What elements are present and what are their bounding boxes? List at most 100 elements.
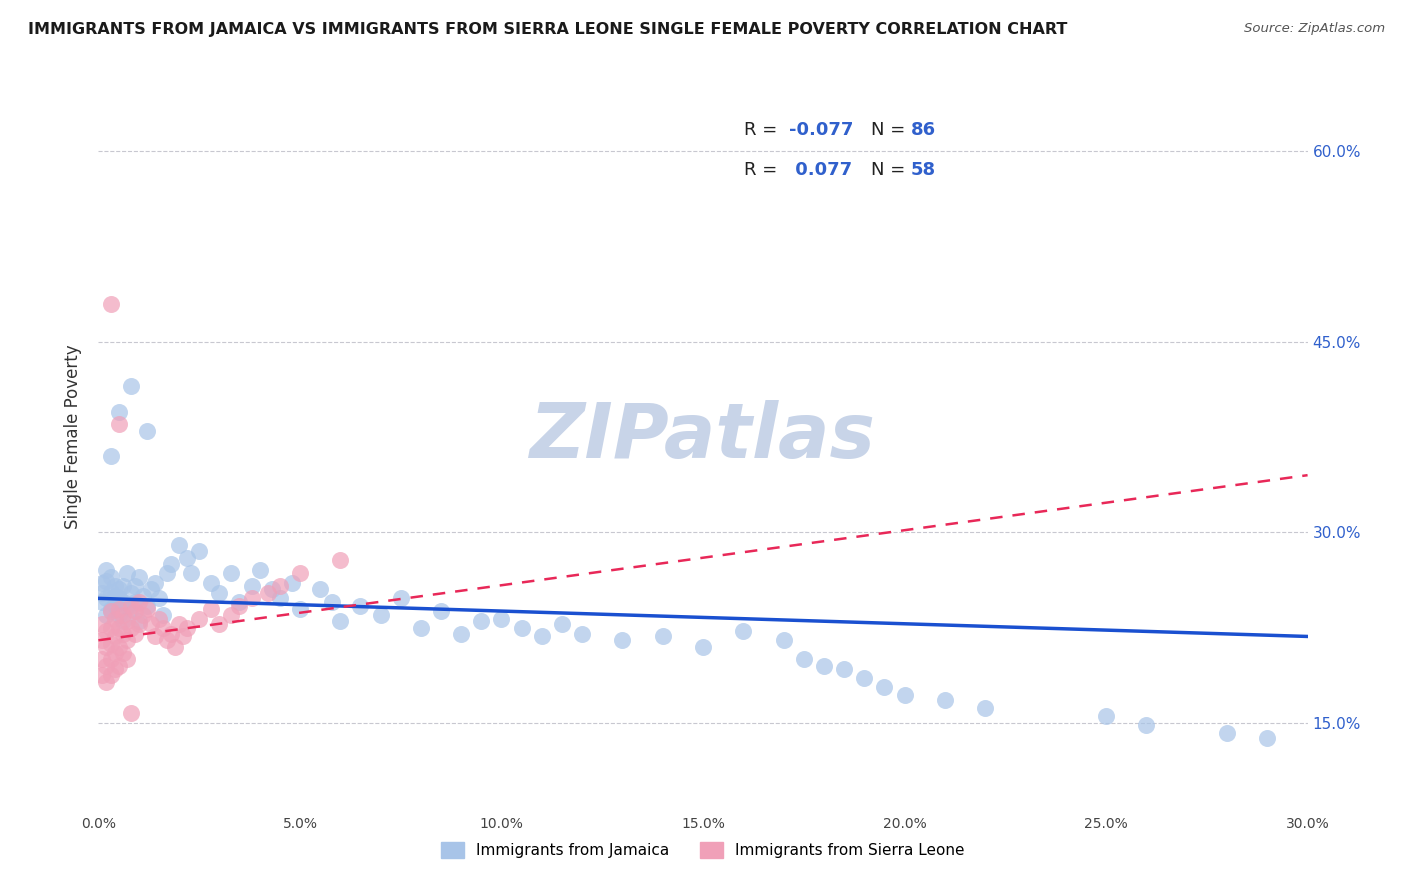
- Point: [135, 601, 157, 615]
- Point: [100, 601, 122, 615]
- Point: [107, 417, 129, 432]
- Point: [934, 693, 956, 707]
- Point: [100, 637, 122, 651]
- Point: [128, 616, 150, 631]
- Point: [551, 616, 574, 631]
- Point: [167, 538, 190, 552]
- Point: [172, 630, 194, 644]
- Point: [96, 675, 118, 690]
- Point: [832, 663, 855, 677]
- Point: [103, 612, 125, 626]
- Point: [240, 591, 263, 606]
- Legend: Immigrants from Jamaica, Immigrants from Sierra Leone: Immigrants from Jamaica, Immigrants from…: [434, 836, 972, 864]
- Point: [115, 652, 138, 666]
- Point: [132, 589, 155, 603]
- Point: [115, 566, 138, 580]
- Point: [156, 633, 179, 648]
- Point: [91, 652, 114, 666]
- Point: [160, 627, 183, 641]
- Text: N =: N =: [872, 161, 911, 178]
- Point: [100, 652, 122, 666]
- Point: [167, 616, 190, 631]
- Point: [100, 667, 122, 681]
- Point: [228, 595, 250, 609]
- Point: [281, 576, 304, 591]
- Point: [107, 621, 129, 635]
- Point: [100, 604, 122, 618]
- Point: [103, 646, 125, 660]
- Point: [370, 607, 392, 622]
- Point: [321, 595, 343, 609]
- Point: [128, 570, 150, 584]
- Point: [139, 582, 162, 597]
- Point: [96, 563, 118, 577]
- Point: [111, 579, 134, 593]
- Point: [148, 612, 170, 626]
- Point: [143, 630, 166, 644]
- Point: [96, 658, 118, 673]
- Point: [148, 591, 170, 606]
- Point: [96, 574, 118, 588]
- Point: [692, 640, 714, 654]
- Point: [349, 599, 371, 613]
- Point: [176, 550, 198, 565]
- Text: 86: 86: [911, 120, 935, 138]
- Point: [156, 566, 179, 580]
- Point: [120, 601, 142, 615]
- Point: [1095, 709, 1118, 723]
- Point: [200, 601, 222, 615]
- Point: [103, 579, 125, 593]
- Point: [733, 624, 755, 639]
- Point: [103, 589, 125, 603]
- Text: 58: 58: [911, 161, 935, 178]
- Point: [893, 688, 915, 702]
- Point: [120, 706, 142, 720]
- Point: [208, 616, 231, 631]
- Point: [124, 595, 146, 609]
- Point: [269, 591, 291, 606]
- Point: [100, 585, 122, 599]
- Point: [309, 582, 332, 597]
- Point: [103, 663, 125, 677]
- Point: [107, 601, 129, 615]
- Point: [107, 405, 129, 419]
- Point: [91, 595, 114, 609]
- Point: [651, 630, 673, 644]
- Point: [139, 616, 162, 631]
- Point: [409, 621, 432, 635]
- Point: [853, 672, 876, 686]
- Point: [100, 621, 122, 635]
- Point: [208, 586, 231, 600]
- Point: [491, 612, 513, 626]
- Text: R =: R =: [745, 120, 783, 138]
- Point: [180, 566, 202, 580]
- Point: [430, 604, 453, 618]
- Point: [91, 633, 114, 648]
- Point: [1256, 731, 1278, 745]
- Point: [152, 607, 174, 622]
- Point: [389, 591, 412, 606]
- Point: [96, 591, 118, 606]
- Point: [288, 566, 311, 580]
- Point: [111, 614, 134, 628]
- Text: 0.077: 0.077: [790, 161, 852, 178]
- Point: [103, 630, 125, 644]
- Point: [96, 640, 118, 654]
- Point: [115, 614, 138, 628]
- Point: [530, 630, 553, 644]
- Point: [103, 598, 125, 612]
- Point: [120, 379, 142, 393]
- Point: [107, 591, 129, 606]
- Point: [221, 607, 243, 622]
- Point: [228, 599, 250, 613]
- Point: [1216, 726, 1239, 740]
- Point: [115, 633, 138, 648]
- Point: [107, 607, 129, 622]
- Point: [256, 586, 278, 600]
- Point: [813, 658, 835, 673]
- Text: -0.077: -0.077: [790, 120, 853, 138]
- Point: [772, 633, 794, 648]
- Point: [107, 582, 129, 597]
- Point: [873, 680, 896, 694]
- Point: [188, 612, 211, 626]
